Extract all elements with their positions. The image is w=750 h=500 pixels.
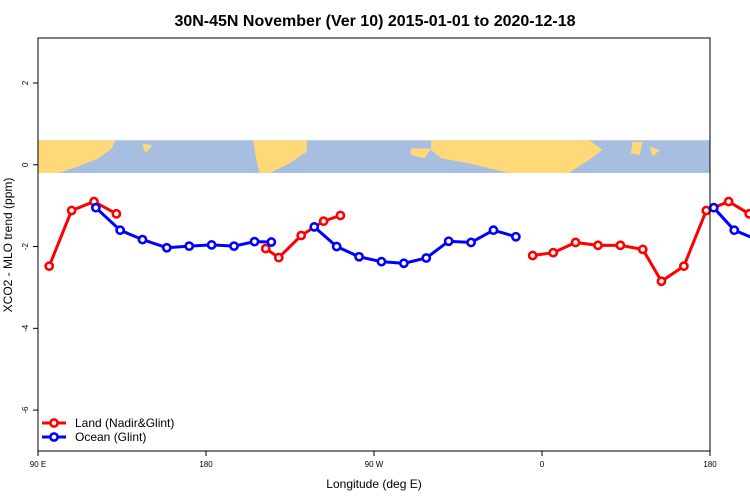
x-tick-label-0: 90 E (30, 460, 46, 469)
series-1-point-1-5 (421, 253, 432, 263)
map-land (38, 140, 660, 173)
series-1-point-1-0 (309, 222, 320, 232)
series-1-point-1-9 (510, 231, 521, 242)
x-axis: 90 E 180 90 W 0 180 (30, 451, 717, 469)
x-tick-label-2: 90 W (365, 460, 384, 469)
series-0-point-2-3 (593, 240, 603, 251)
series-1-point-1-6 (443, 236, 454, 247)
series-0-point-2-9 (723, 196, 734, 207)
series-layer (44, 196, 750, 287)
legend-marker-0 (49, 418, 59, 428)
legend: Land (Nadir&Glint)Ocean (Glint) (42, 416, 174, 444)
land-shape-6 (649, 146, 660, 157)
series-0-point-2-10 (744, 208, 750, 219)
y-axis: 2 0 -2 -4 -6 (21, 80, 38, 414)
series-1-point-2-0 (708, 202, 719, 213)
land-shape-2 (431, 140, 603, 173)
series-1-point-0-6 (229, 241, 239, 252)
series-1-point-0-5 (206, 240, 217, 250)
chart-title: 30N-45N November (Ver 10) 2015-01-01 to … (174, 13, 575, 30)
series-1-point-0-4 (184, 241, 195, 252)
land-shape-4 (630, 141, 643, 155)
land-shape-3 (410, 148, 432, 159)
series-0-point-0-0 (44, 261, 55, 272)
series-1-point-0-1 (115, 225, 126, 236)
series-0-point-2-6 (656, 276, 667, 287)
series-1-point-1-3 (376, 256, 387, 267)
series-1-point-0-8 (266, 237, 277, 247)
series-0-line-0 (47, 199, 118, 267)
land-shape-1 (253, 140, 307, 173)
series-0-point-2-2 (570, 237, 581, 248)
series-0-point-2-4 (615, 240, 626, 251)
legend-label-1: Ocean (Glint) (75, 430, 146, 444)
series-1-point-0-2 (137, 234, 148, 245)
series-0-point-0-1 (66, 205, 77, 216)
x-axis-label: Longitude (deg E) (326, 477, 421, 491)
series-0-point-1-2 (296, 230, 307, 241)
series-1 (90, 202, 750, 269)
series-0-point-2-8 (701, 205, 712, 216)
series-1-point-1-1 (331, 241, 342, 252)
series-1-point-1-7 (466, 237, 476, 248)
series-0-point-2-0 (527, 250, 538, 261)
series-1-point-1-4 (398, 258, 409, 269)
y-axis-label: XCO2 - MLO trend (ppm) (1, 178, 15, 313)
series-1-point-0-3 (161, 242, 172, 253)
y-tick-label-2: -2 (21, 242, 30, 250)
series-1-point-1-8 (488, 225, 499, 236)
y-tick-label-0: 2 (21, 80, 30, 85)
series-0-point-1-3 (318, 216, 329, 227)
y-tick-label-1: 0 (21, 162, 30, 167)
land-shape-5 (142, 143, 153, 154)
series-1-line-2 (712, 206, 750, 239)
y-tick-label-4: -6 (21, 406, 30, 414)
y-tick-label-3: -4 (21, 324, 30, 332)
map-strip (38, 140, 710, 173)
legend-label-0: Land (Nadir&Glint) (75, 416, 174, 430)
series-0-point-1-0 (260, 243, 271, 254)
series-0-point-2-7 (678, 261, 689, 272)
series-1-point-1-2 (354, 251, 364, 262)
series-0-point-0-3 (111, 208, 122, 219)
land-shape-0 (38, 140, 116, 173)
series-0 (44, 196, 750, 287)
series-0-line-2 (532, 199, 750, 284)
legend-marker-1 (49, 432, 59, 442)
x-tick-label-1: 180 (199, 460, 213, 469)
x-tick-label-4: 180 (703, 460, 717, 469)
series-1-point-0-7 (249, 236, 260, 247)
series-1-point-0-0 (90, 202, 101, 213)
series-0-point-2-5 (637, 244, 648, 255)
series-0-point-1-4 (335, 210, 346, 221)
x-tick-label-3: 0 (540, 460, 545, 469)
map-ocean (38, 140, 710, 173)
series-1-point-2-1 (729, 225, 740, 236)
series-0-point-2-1 (548, 247, 559, 258)
series-0-point-1-1 (273, 252, 284, 263)
series-1-line-1 (313, 225, 517, 265)
